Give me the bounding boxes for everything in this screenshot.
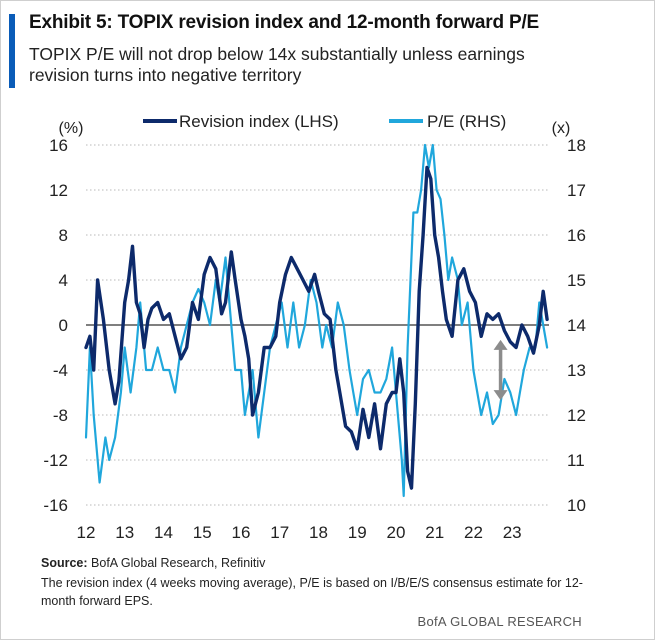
source-line: Source: BofA Global Research, Refinitiv bbox=[41, 556, 265, 570]
right-tick-label: 11 bbox=[567, 451, 585, 470]
chart-series bbox=[84, 143, 549, 498]
series-line-pe bbox=[84, 143, 549, 498]
chart-annotation bbox=[493, 339, 508, 401]
chart-note: The revision index (4 weeks moving avera… bbox=[41, 576, 583, 608]
right-tick-label: 13 bbox=[567, 361, 586, 380]
exhibit-title: Exhibit 5: TOPIX revision index and 12-m… bbox=[29, 12, 539, 33]
left-tick-label: -12 bbox=[43, 451, 68, 470]
left-tick-label: 12 bbox=[49, 181, 68, 200]
left-tick-label: -8 bbox=[53, 406, 68, 425]
left-tick-label: 4 bbox=[59, 271, 68, 290]
right-tick-label: 15 bbox=[567, 271, 586, 290]
right-tick-label: 12 bbox=[567, 406, 586, 425]
x-tick-label: 17 bbox=[270, 523, 289, 542]
right-tick-label: 16 bbox=[567, 226, 586, 245]
brand-label: BofA GLOBAL RESEARCH bbox=[417, 614, 582, 629]
left-tick-label: -4 bbox=[53, 361, 68, 380]
chart-legend: Revision index (LHS) P/E (RHS) bbox=[143, 112, 506, 131]
left-tick-label: 0 bbox=[59, 316, 68, 335]
source-label: Source: bbox=[41, 556, 88, 570]
x-tick-label: 12 bbox=[77, 523, 96, 542]
title-accent-bar bbox=[9, 14, 15, 88]
x-axis: 12 13 14 15 16 17 18 19 20 21 22 23 bbox=[77, 523, 522, 542]
right-tick-label: 14 bbox=[567, 316, 586, 335]
arrow-head-up bbox=[493, 339, 508, 350]
x-tick-label: 16 bbox=[232, 523, 251, 542]
x-tick-label: 21 bbox=[425, 523, 444, 542]
right-tick-label: 10 bbox=[567, 496, 586, 515]
legend-label-revision: Revision index (LHS) bbox=[179, 112, 339, 131]
x-tick-label: 22 bbox=[464, 523, 483, 542]
x-tick-label: 19 bbox=[348, 523, 367, 542]
series-line-revision bbox=[84, 165, 549, 490]
x-tick-label: 18 bbox=[309, 523, 328, 542]
x-tick-label: 14 bbox=[154, 523, 173, 542]
left-axis: 16 12 8 4 0 -4 -8 -12 -16 (%) bbox=[43, 120, 83, 515]
left-tick-label: 8 bbox=[59, 226, 68, 245]
left-axis-unit: (%) bbox=[59, 120, 84, 137]
x-tick-label: 23 bbox=[503, 523, 522, 542]
right-tick-label: 18 bbox=[567, 136, 586, 155]
x-tick-label: 15 bbox=[193, 523, 212, 542]
line-chart: 16 12 8 4 0 -4 -8 -12 -16 (%) 18 17 16 15 14 13 12 11 10 (… bbox=[43, 112, 586, 542]
right-axis-unit: (x) bbox=[552, 120, 571, 137]
right-axis: 18 17 16 15 14 13 12 11 10 (x) bbox=[552, 120, 586, 515]
legend-label-pe: P/E (RHS) bbox=[427, 112, 506, 131]
right-tick-label: 17 bbox=[567, 181, 586, 200]
x-tick-label: 13 bbox=[115, 523, 134, 542]
arrow-head-down bbox=[493, 390, 508, 401]
source-text: BofA Global Research, Refinitiv bbox=[91, 556, 266, 570]
exhibit-subtitle: TOPIX P/E will not drop below 14x substa… bbox=[29, 44, 525, 85]
left-tick-label: 16 bbox=[49, 136, 68, 155]
left-tick-label: -16 bbox=[43, 496, 68, 515]
x-tick-label: 20 bbox=[386, 523, 405, 542]
